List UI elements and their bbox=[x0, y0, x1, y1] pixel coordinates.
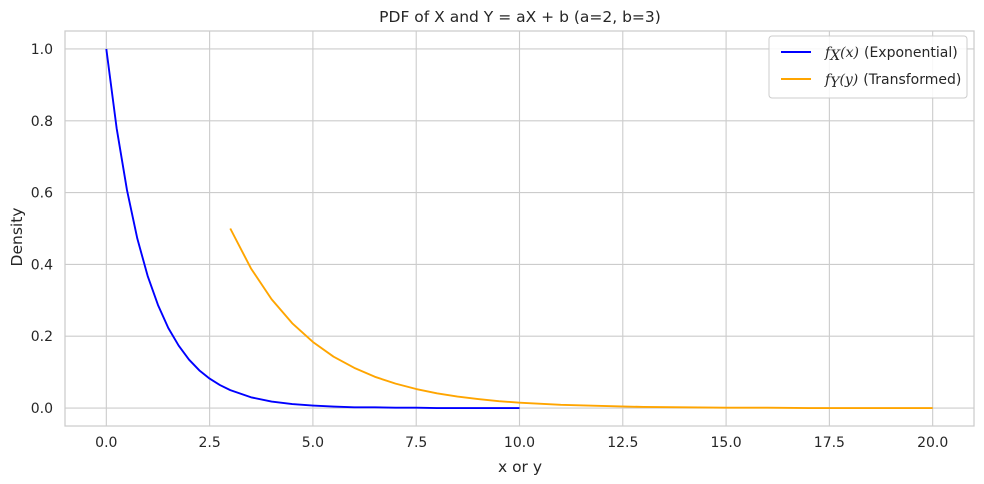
y-tick-label: 0.6 bbox=[31, 186, 53, 202]
series-line bbox=[229, 228, 933, 409]
data-point bbox=[167, 327, 169, 329]
x-tick-label: 5.0 bbox=[302, 435, 324, 451]
data-point bbox=[519, 402, 521, 404]
chart-title: PDF of X and Y = aX + b (a=2, b=3) bbox=[379, 8, 661, 26]
x-tick-label: 0.0 bbox=[95, 435, 117, 451]
data-point bbox=[116, 127, 118, 129]
data-point bbox=[932, 407, 934, 409]
tick-labels: 0.0 2.5 5.0 7.5 10.0 12.5 15.0 17.5 20.0 0.0 0.2 0.… bbox=[31, 42, 949, 451]
data-point bbox=[643, 406, 645, 408]
data-point bbox=[229, 389, 231, 391]
plot-frame bbox=[64, 30, 975, 427]
data-point bbox=[353, 367, 355, 369]
y-tick-label: 1.0 bbox=[31, 42, 53, 58]
data-point bbox=[436, 407, 438, 409]
data-point bbox=[198, 369, 200, 371]
x-tick-label: 17.5 bbox=[814, 435, 845, 451]
data-point bbox=[601, 405, 603, 407]
data-point bbox=[126, 189, 128, 191]
data-point bbox=[684, 406, 686, 408]
data-point bbox=[725, 407, 727, 409]
series-fx-exponential bbox=[105, 48, 520, 409]
data-point bbox=[250, 267, 252, 269]
data-point bbox=[560, 404, 562, 406]
data-point bbox=[291, 322, 293, 324]
data-point bbox=[291, 403, 293, 405]
data-point bbox=[271, 401, 273, 403]
x-tick-label: 12.5 bbox=[607, 435, 638, 451]
legend-item: fX(x) (Exponential) bbox=[781, 45, 958, 64]
data-point bbox=[219, 384, 221, 386]
x-tick-label: 15.0 bbox=[711, 435, 742, 451]
data-point bbox=[136, 238, 138, 240]
y-tick-label: 0.4 bbox=[31, 257, 53, 273]
y-tick-label: 0.2 bbox=[31, 329, 53, 345]
data-point bbox=[312, 341, 314, 343]
x-axis-label: x or y bbox=[498, 458, 542, 476]
data-point bbox=[250, 396, 252, 398]
data-point bbox=[209, 378, 211, 380]
data-point bbox=[849, 407, 851, 409]
data-point bbox=[457, 407, 459, 409]
data-point bbox=[374, 376, 376, 378]
x-tick-label: 7.5 bbox=[405, 435, 427, 451]
data-point bbox=[374, 406, 376, 408]
data-point bbox=[767, 407, 769, 409]
data-point bbox=[188, 359, 190, 361]
data-point bbox=[178, 345, 180, 347]
data-point bbox=[229, 228, 231, 230]
data-point bbox=[890, 407, 892, 409]
data-point bbox=[157, 304, 159, 306]
data-point bbox=[395, 407, 397, 409]
legend-box bbox=[768, 35, 968, 99]
legend-item: fY(y) (Transformed) bbox=[781, 72, 961, 91]
legend-label: fY(y) (Transformed) bbox=[824, 72, 961, 91]
data-point bbox=[333, 356, 335, 358]
data-point bbox=[498, 400, 500, 402]
data-point bbox=[105, 48, 107, 50]
legend: fX(x) (Exponential) fY(y) (Transformed) bbox=[768, 35, 968, 99]
data-point bbox=[415, 407, 417, 409]
series-fy-transformed bbox=[229, 228, 933, 409]
series-line bbox=[105, 48, 520, 409]
y-tick-label: 0.0 bbox=[31, 401, 53, 417]
data-point bbox=[415, 388, 417, 390]
data-point bbox=[808, 407, 810, 409]
data-point bbox=[353, 406, 355, 408]
y-tick-label: 0.8 bbox=[31, 114, 53, 130]
data-point bbox=[312, 405, 314, 407]
series-layer bbox=[105, 48, 933, 409]
x-tick-label: 20.0 bbox=[917, 435, 948, 451]
data-point bbox=[477, 407, 479, 409]
x-tick-label: 10.0 bbox=[504, 435, 535, 451]
y-axis-label: Density bbox=[8, 208, 26, 267]
data-point bbox=[395, 383, 397, 385]
data-point bbox=[147, 275, 149, 277]
data-point bbox=[519, 407, 521, 409]
legend-label: fX(x) (Exponential) bbox=[824, 45, 958, 64]
data-point bbox=[333, 406, 335, 408]
data-point bbox=[477, 398, 479, 400]
data-point bbox=[271, 298, 273, 300]
data-point bbox=[436, 392, 438, 394]
data-point bbox=[498, 407, 500, 409]
data-point bbox=[457, 396, 459, 398]
x-tick-label: 2.5 bbox=[198, 435, 220, 451]
